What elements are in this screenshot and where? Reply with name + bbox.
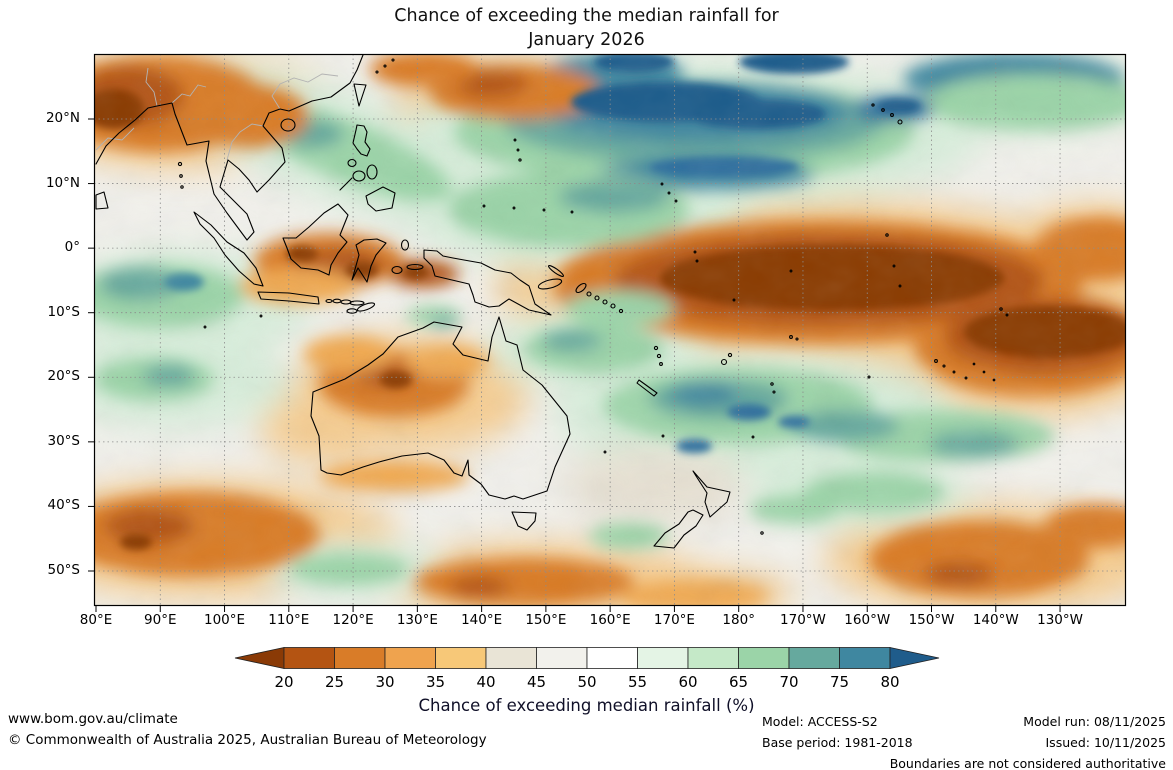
lon-tick-label: 140°E: [461, 612, 503, 628]
lat-tick-label: 10°N: [45, 174, 80, 191]
lon-tick-label: 170°E: [653, 612, 695, 628]
lon-tick-label: 140°W: [972, 612, 1019, 628]
coastline-asia-mainland: [95, 54, 364, 241]
lat-tick-label: 40°S: [47, 497, 81, 514]
coastline-sumatra: [193, 211, 264, 287]
lon-tick-label: 170°W: [780, 612, 826, 628]
lat-tick-label: 20°S: [47, 368, 81, 385]
footer-right: Model run: 08/11/2025 Issued: 10/11/2025…: [890, 711, 1166, 770]
coastline-new-zealand-south: [653, 509, 704, 549]
coastline-new-zealand-north: [692, 470, 731, 518]
longitude-axis: 80°E 90°E 100°E 110°E 120°E 130°E 140°E 150°E 16…: [0, 612, 1173, 632]
website-text: www.bom.gov.au/climate: [8, 711, 178, 727]
footer-mid: Model: ACCESS-S2 Base period: 1981-2018: [762, 711, 913, 753]
lon-tick-label: 160°W: [844, 612, 891, 628]
colorbar-tick-label: 20: [274, 673, 294, 691]
axis-ticks: [88, 118, 1061, 612]
colorbar-tick-label: 60: [678, 673, 698, 691]
coastline-java: [257, 291, 320, 305]
colorbar-tick-label: 40: [476, 673, 496, 691]
lon-tick-label: 150°E: [525, 612, 567, 628]
lon-tick-label: 130°W: [1037, 612, 1083, 628]
colorbar-tick-label: 55: [627, 673, 648, 691]
lat-tick-label: 0°: [64, 239, 80, 256]
lon-tick-label: 90°E: [144, 612, 177, 628]
coastline-taiwan: [353, 83, 367, 107]
copyright-text: © Commonwealth of Australia 2025, Austra…: [8, 732, 487, 748]
coastline-australia: [310, 316, 571, 500]
colorbar-tick-label: 80: [880, 673, 900, 691]
rainfall-probability-map: [88, 53, 1127, 612]
lon-tick-label: 150°W: [908, 612, 955, 628]
coastlines: [95, 54, 1009, 549]
map-area: [88, 53, 1127, 612]
lat-tick-label: 20°N: [45, 110, 80, 126]
colorbar-tick-label: 75: [829, 673, 850, 691]
lon-tick-label: 100°E: [204, 612, 246, 628]
lon-tick-label: 180°: [722, 612, 755, 628]
latitude-axis: 20°N 10°N 0° 10°S 20°S 30°S 40°S 50°S: [0, 0, 84, 640]
coastline-lesser-sunda: [325, 298, 376, 314]
model-run-text: Model run: 08/11/2025: [1023, 714, 1166, 729]
lon-tick-label: 110°E: [268, 612, 310, 628]
lat-tick-label: 10°S: [47, 303, 81, 320]
colorbar-tick-label: 45: [526, 673, 547, 691]
footer-left: www.bom.gov.au/climate © Commonwealth of…: [8, 709, 487, 751]
issued-text: Issued: 10/11/2025: [1045, 735, 1167, 750]
coastline-new-guinea: [423, 249, 552, 316]
legend-caption: Chance of exceeding median rainfall (%): [418, 696, 755, 715]
colorbar-tick-label: 70: [779, 673, 799, 691]
colorbar: [234, 647, 940, 669]
borders-rivers: [95, 67, 339, 161]
colorbar-labels: 20 25 30 35 40 45 50 55 60 65 70 75 80: [234, 673, 940, 693]
coastline-hainan: [280, 118, 296, 132]
coastline-moluccas: [391, 239, 424, 275]
colorbar-tick-label: 65: [728, 673, 749, 691]
boundaries-note: Boundaries are not considered authoritat…: [889, 756, 1166, 770]
lat-tick-label: 30°S: [47, 432, 81, 449]
coastline-sri-lanka: [95, 191, 109, 210]
page-title: Chance of exceeding the median rainfall …: [0, 4, 1173, 52]
title-line-2: January 2026: [528, 30, 645, 50]
probability-field: [94, 54, 1126, 606]
base-period-text: Base period: 1981-2018: [762, 735, 913, 750]
lon-tick-label: 130°E: [396, 612, 438, 628]
colorbar-svg: [234, 647, 940, 669]
coastline-new-caledonia: [636, 379, 658, 397]
lon-tick-label: 80°E: [79, 612, 113, 628]
title-line-1: Chance of exceeding the median rainfall …: [394, 6, 779, 26]
colorbar-tick-label: 35: [425, 673, 446, 691]
map-border: [93, 53, 1127, 607]
coastline-philippines: [339, 124, 396, 212]
colorbar-tick-label: 25: [324, 673, 345, 691]
coastline-bismarck: [537, 265, 587, 294]
coastline-sulawesi: [351, 238, 387, 283]
model-text: Model: ACCESS-S2: [762, 714, 878, 729]
colorbar-tick-label: 30: [375, 673, 395, 691]
islands-pacific: [177, 58, 1009, 535]
lat-tick-label: 50°S: [47, 561, 81, 578]
lon-tick-label: 120°E: [332, 612, 374, 628]
lon-tick-label: 160°E: [589, 612, 631, 628]
coastline-borneo: [282, 203, 349, 276]
colorbar-tick-label: 50: [577, 673, 597, 691]
coastline-tasmania: [511, 511, 537, 531]
